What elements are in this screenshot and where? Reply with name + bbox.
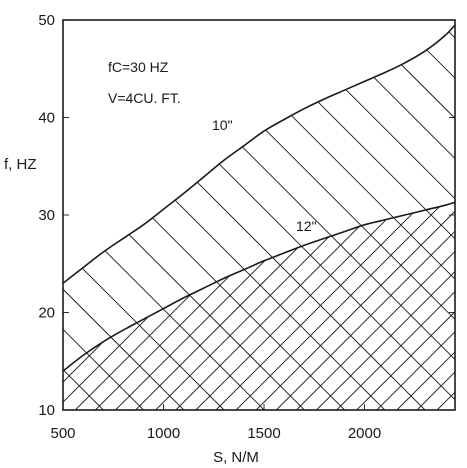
y-axis-label: f, HZ — [4, 156, 37, 173]
hatch-line — [115, 24, 455, 411]
curves — [62, 24, 456, 372]
hatch-line — [155, 24, 455, 411]
hatch-line — [376, 202, 455, 410]
hatch-line — [63, 202, 245, 410]
hatched-region — [0, 20, 467, 411]
hatch-line — [356, 24, 455, 411]
hatch-line — [63, 202, 144, 410]
hatch-line — [63, 24, 185, 411]
hatch-line — [275, 202, 455, 410]
x-tick-label: 2000 — [348, 425, 381, 442]
x-tick-label: 1500 — [247, 425, 280, 442]
x-tick-label: 500 — [50, 425, 75, 442]
hatch-line — [416, 202, 455, 410]
ticks: 500 1000 1500 2000 10 20 30 40 50 — [38, 12, 455, 442]
hatch-line — [155, 202, 455, 410]
y-tick-label: 40 — [38, 110, 55, 127]
plot-frame — [62, 19, 456, 411]
hatch-line — [235, 202, 455, 410]
hatch-line — [135, 202, 455, 410]
hatch-line — [356, 202, 455, 410]
hatch-line — [63, 24, 144, 411]
hatch-line — [63, 202, 386, 410]
series-line-1 — [62, 201, 456, 372]
annotation-volume: V=4CU. FT. — [108, 90, 181, 106]
hatch-line — [63, 202, 446, 410]
series-line-0 — [62, 24, 456, 284]
annotation-fc: fC=30 HZ — [108, 59, 169, 75]
hatch-line — [0, 20, 23, 410]
cross-hatch — [0, 20, 467, 410]
hatch-line — [195, 202, 455, 410]
y-tick-label: 50 — [38, 12, 55, 29]
hatch-line — [296, 202, 455, 410]
series-label-10in: 10" — [212, 117, 233, 133]
x-axis-label: S, N/M — [213, 449, 259, 466]
hatch-line — [316, 202, 455, 410]
hatch-line — [215, 202, 455, 410]
series-label-12in: 12" — [296, 218, 317, 234]
hatch-line — [316, 24, 455, 411]
y-tick-label: 20 — [38, 305, 55, 322]
hatch-line — [63, 202, 165, 410]
hatch-line — [457, 20, 467, 410]
hatch-line — [0, 20, 43, 410]
y-tick-label: 10 — [38, 402, 55, 419]
hatch-line — [63, 24, 225, 411]
hatch-line — [336, 202, 455, 410]
hatch-line — [63, 202, 406, 410]
hatch-line — [175, 202, 455, 410]
hatch-line — [115, 202, 455, 410]
x-tick-label: 1000 — [147, 425, 180, 442]
y-tick-label: 30 — [38, 207, 55, 224]
hatch-line — [63, 24, 386, 411]
hatch-line — [0, 20, 23, 410]
hatch-line — [63, 202, 124, 410]
hatch-line — [195, 24, 455, 411]
